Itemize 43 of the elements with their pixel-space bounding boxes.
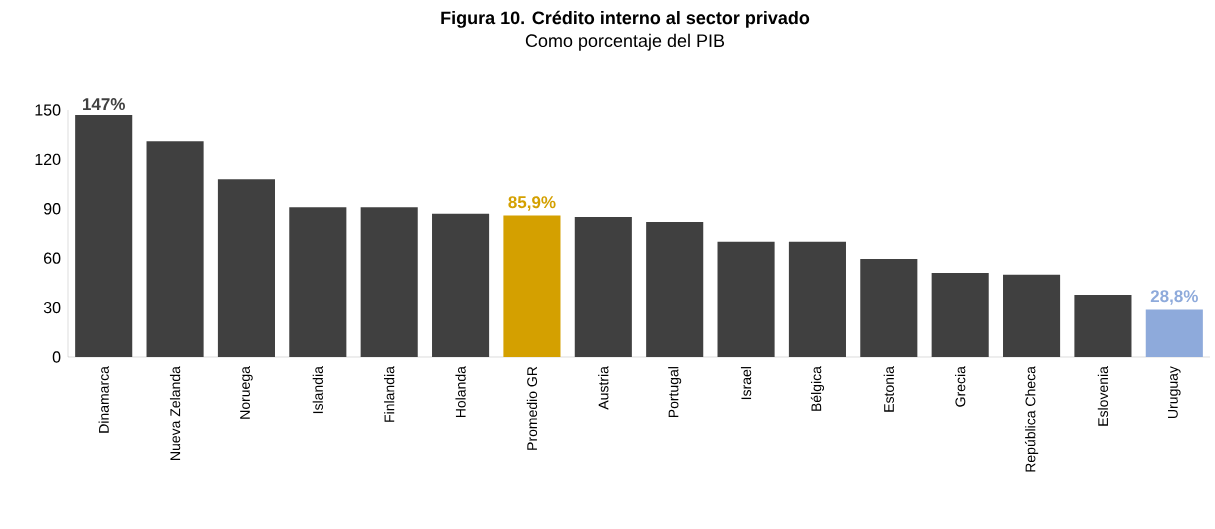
bar (503, 215, 561, 357)
bar (289, 207, 347, 357)
x-tick-label: Finlandia (384, 366, 395, 422)
y-tick-label: 120 (35, 153, 61, 166)
x-tick-label: Eslovenia (1097, 366, 1109, 426)
y-tick-label: 30 (43, 301, 61, 314)
x-tick-label: Bélgica (810, 366, 825, 411)
bar (1074, 295, 1132, 357)
x-tick-label: Austria (598, 366, 609, 410)
x-tick-label: República Checa (1024, 366, 1039, 472)
x-tick-label: Israel (740, 367, 752, 400)
y-tick-label: 60 (44, 252, 61, 264)
bar (146, 141, 204, 357)
bar (1145, 309, 1203, 357)
y-tick-label: 150 (35, 104, 61, 116)
bar (788, 241, 846, 357)
data-label: 147% (83, 98, 125, 111)
chart-title: Figura 10. Crédito interno al sector privado (441, 10, 810, 28)
chart-subtitle: Como porcentaje del PIB (525, 33, 725, 51)
x-tick-label: Estonia (883, 366, 894, 412)
x-tick-label: Islandia (312, 366, 323, 414)
bar (1003, 274, 1061, 357)
data-label: 28,8% (1150, 290, 1198, 305)
bar (432, 213, 490, 357)
bar (360, 207, 418, 357)
x-tick-label: Noruega (240, 366, 253, 419)
y-tick-label: 90 (43, 203, 61, 215)
x-tick-label: Uruguay (1168, 366, 1181, 418)
bar (860, 259, 918, 357)
x-tick-label: Nueva Zelanda (169, 366, 181, 460)
x-tick-label: Promedio GR (526, 366, 538, 450)
data-label: 85,9% (508, 196, 556, 211)
bar (717, 241, 775, 357)
x-tick-label: Dinamarca (98, 366, 109, 433)
x-tick-label: Holanda (455, 366, 466, 418)
bar (217, 179, 275, 357)
x-tick-label: Portugal (668, 367, 682, 418)
bar (574, 217, 632, 357)
bar (931, 273, 989, 357)
bar (75, 114, 133, 357)
x-tick-label: Grecia (955, 366, 966, 407)
bar (646, 221, 704, 357)
y-tick-label: 0 (52, 351, 61, 363)
